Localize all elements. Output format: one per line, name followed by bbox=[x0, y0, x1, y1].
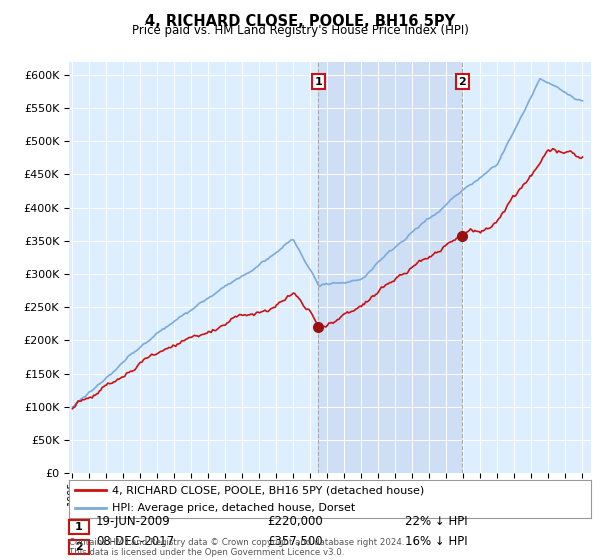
Text: 16% ↓ HPI: 16% ↓ HPI bbox=[405, 535, 467, 548]
Bar bbox=[319, 62, 462, 473]
Text: 22% ↓ HPI: 22% ↓ HPI bbox=[405, 515, 467, 529]
Text: HPI: Average price, detached house, Dorset: HPI: Average price, detached house, Dors… bbox=[112, 503, 355, 513]
Text: 4, RICHARD CLOSE, POOLE, BH16 5PY: 4, RICHARD CLOSE, POOLE, BH16 5PY bbox=[145, 14, 455, 29]
Text: 08-DEC-2017: 08-DEC-2017 bbox=[96, 535, 174, 548]
Text: 1: 1 bbox=[314, 77, 322, 86]
Text: Price paid vs. HM Land Registry's House Price Index (HPI): Price paid vs. HM Land Registry's House … bbox=[131, 24, 469, 37]
Text: Contains HM Land Registry data © Crown copyright and database right 2024.
This d: Contains HM Land Registry data © Crown c… bbox=[69, 538, 404, 557]
Text: 1: 1 bbox=[75, 522, 83, 532]
Text: 2: 2 bbox=[458, 77, 466, 86]
Text: 2: 2 bbox=[75, 542, 83, 552]
Text: £357,500: £357,500 bbox=[267, 535, 323, 548]
Text: 4, RICHARD CLOSE, POOLE, BH16 5PY (detached house): 4, RICHARD CLOSE, POOLE, BH16 5PY (detac… bbox=[112, 485, 424, 495]
Text: 19-JUN-2009: 19-JUN-2009 bbox=[96, 515, 171, 529]
Text: £220,000: £220,000 bbox=[267, 515, 323, 529]
